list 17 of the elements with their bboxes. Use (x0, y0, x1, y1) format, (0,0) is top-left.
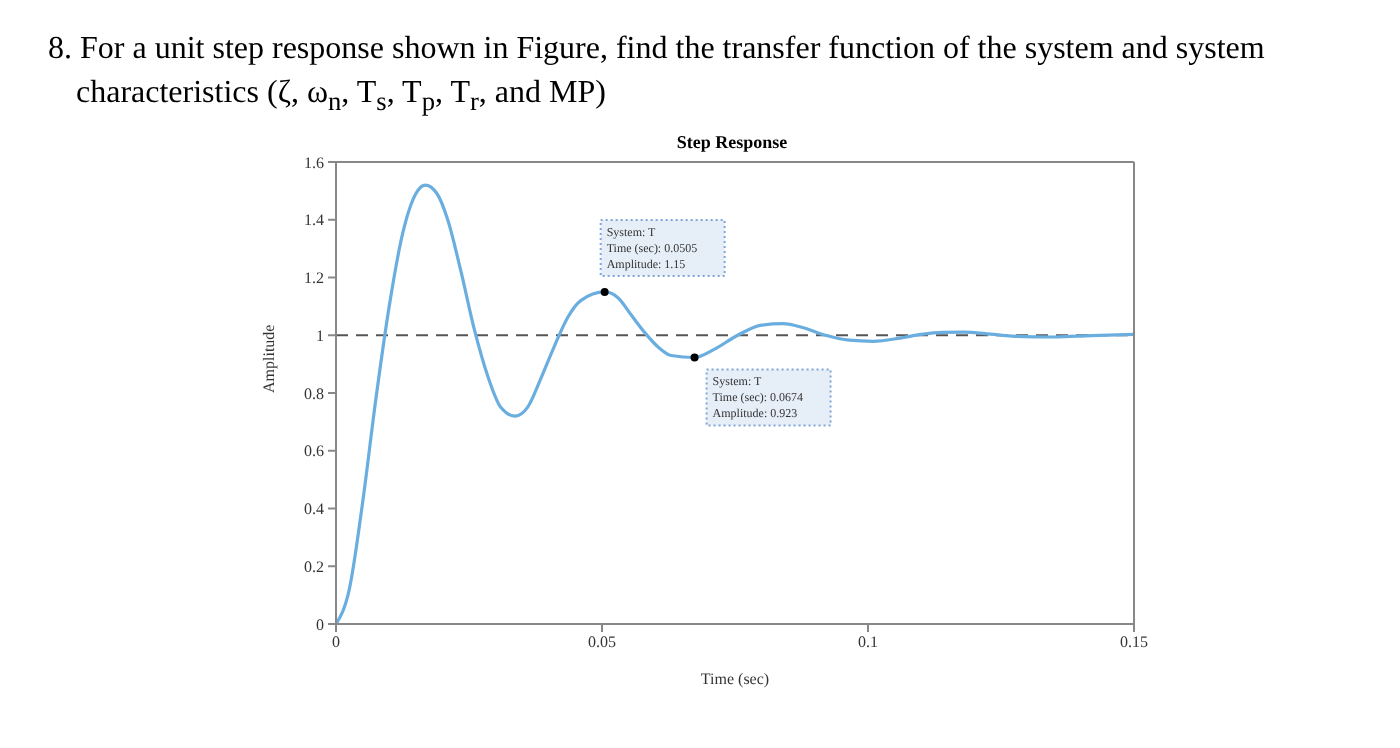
x-tick-label: 0.1 (858, 633, 878, 652)
text: 8. For a unit step response shown in Figure, find the transfer function of the system and system characteristics (ζ, ω$_{n}$, T$_{s}$, T$_{p}$, T$_{r}$, and MP) (48, 32, 1265, 117)
y-tick-label: 0.2 (304, 558, 324, 577)
y-tick-label: 0.4 (304, 500, 324, 519)
y-tick-label: 0 (316, 616, 324, 635)
y-tick-label: 0.8 (304, 385, 324, 404)
y-axis-title: Amplitude (259, 324, 278, 394)
chart-title: Step Response (676, 132, 788, 153)
y-tick-label: 0.6 (304, 442, 324, 461)
y-tick-label: 1.4 (304, 211, 324, 230)
y-tick-label: 1 (316, 327, 324, 346)
x-tick-label: 0 (332, 633, 340, 652)
x-tick-label: 0.15 (1120, 633, 1148, 652)
y-tick-label: 1.6 (304, 154, 324, 173)
y-tick-label: 1.2 (304, 269, 324, 288)
x-axis-title: Time (sec) (700, 670, 770, 689)
x-tick-label: 0.05 (588, 633, 616, 652)
